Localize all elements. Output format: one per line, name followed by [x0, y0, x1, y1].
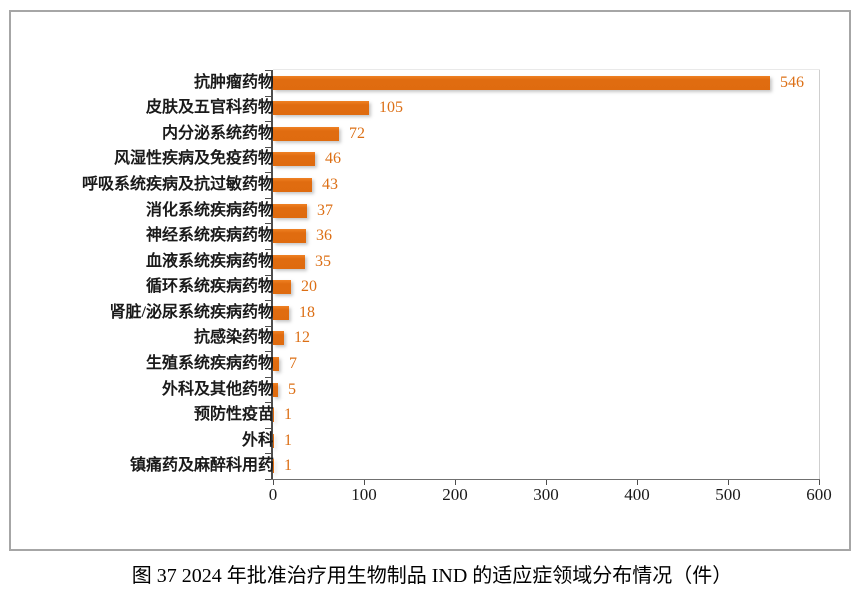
x-axis-tick-label: 500: [715, 485, 741, 504]
category-label: 外科及其他药物: [161, 381, 274, 398]
y-axis-tick: [265, 275, 271, 276]
y-axis-tick: [265, 300, 271, 301]
category-label: 呼吸系统疾病及抗过敏药物: [81, 176, 274, 193]
x-axis-tick: [364, 480, 365, 485]
y-axis-tick: [265, 377, 271, 378]
bar: [273, 178, 312, 192]
y-axis-tick: [265, 121, 271, 122]
x-axis-tick: [637, 480, 638, 485]
bar: [273, 127, 339, 141]
category-label: 生殖系统疾病药物: [145, 355, 274, 372]
x-axis-tick: [819, 480, 820, 485]
category-label: 神经系统疾病药物: [145, 227, 274, 244]
bar: [273, 229, 306, 243]
y-axis-tick: [265, 70, 271, 71]
bar: [273, 255, 305, 269]
category-label: 血液系统疾病药物: [145, 253, 274, 270]
bar: [273, 101, 369, 115]
category-label: 抗感染药物: [193, 329, 274, 346]
value-label: 1: [284, 457, 292, 474]
category-label: 抗肿瘤药物: [193, 74, 274, 91]
y-axis-tick: [265, 96, 271, 97]
value-label: 35: [315, 253, 331, 270]
bar: [273, 306, 289, 320]
x-axis-tick: [273, 480, 274, 485]
bar: [273, 76, 770, 90]
y-axis-tick: [265, 223, 271, 224]
figure-caption: 图 37 2024 年批准治疗用生物制品 IND 的适应症领域分布情况（件）: [131, 565, 733, 587]
figure-border-frame: 抗肿瘤药物 546 皮肤及五官科药物 105 内分泌系统药物 72 风湿性疾病及免疫药物 46…: [9, 10, 851, 551]
plot-area-top-border: [273, 69, 820, 70]
y-axis-tick: [265, 453, 271, 454]
y-axis-tick: [265, 326, 271, 327]
value-label: 37: [317, 202, 333, 219]
category-label: 循环系统疾病药物: [145, 278, 274, 295]
value-label: 43: [322, 176, 338, 193]
value-label: 72: [349, 125, 365, 142]
bar: [273, 152, 315, 166]
x-axis-tick-label: 200: [442, 485, 468, 504]
value-label: 546: [780, 74, 804, 91]
value-label: 105: [379, 99, 403, 116]
x-axis-line: [271, 479, 820, 480]
bar: [273, 459, 274, 473]
y-axis-tick: [265, 198, 271, 199]
bar: [273, 434, 274, 448]
category-label: 外科: [241, 432, 274, 449]
category-label: 消化系统疾病药物: [145, 202, 274, 219]
category-label: 风湿性疾病及免疫药物: [113, 150, 274, 167]
bar: [273, 204, 307, 218]
value-label: 5: [288, 381, 296, 398]
bar: [273, 331, 284, 345]
y-axis-tick: [265, 402, 271, 403]
x-axis-tick: [728, 480, 729, 485]
category-label: 肾脏/泌尿系统疾病药物: [109, 304, 274, 321]
x-axis-tick: [455, 480, 456, 485]
y-axis-tick: [265, 147, 271, 148]
bar: [273, 408, 274, 422]
y-axis-tick: [265, 479, 271, 480]
y-axis-tick: [265, 249, 271, 250]
category-label: 皮肤及五官科药物: [145, 99, 274, 116]
plot-area-right-border: [819, 70, 820, 479]
y-axis-tick: [265, 172, 271, 173]
value-label: 20: [301, 278, 317, 295]
value-label: 12: [294, 329, 310, 346]
y-axis-tick: [265, 428, 271, 429]
value-label: 18: [299, 304, 315, 321]
x-axis-tick-label: 100: [351, 485, 377, 504]
value-label: 46: [325, 150, 341, 167]
category-label: 内分泌系统药物: [161, 125, 274, 142]
x-axis-tick-label: 600: [806, 485, 832, 504]
x-axis-tick-label: 0: [268, 485, 278, 504]
y-axis-line: [271, 70, 273, 480]
x-axis-tick-label: 400: [624, 485, 650, 504]
x-axis-tick-label: 300: [533, 485, 559, 504]
value-label: 1: [284, 406, 292, 423]
value-label: 7: [289, 355, 297, 372]
category-label: 预防性疫苗: [193, 406, 274, 423]
bar: [273, 383, 278, 397]
value-label: 1: [284, 432, 292, 449]
bar: [273, 280, 291, 294]
value-label: 36: [316, 227, 332, 244]
category-label: 镇痛药及麻醉科用药: [129, 457, 274, 474]
x-axis-tick: [546, 480, 547, 485]
bar: [273, 357, 279, 371]
y-axis-tick: [265, 351, 271, 352]
